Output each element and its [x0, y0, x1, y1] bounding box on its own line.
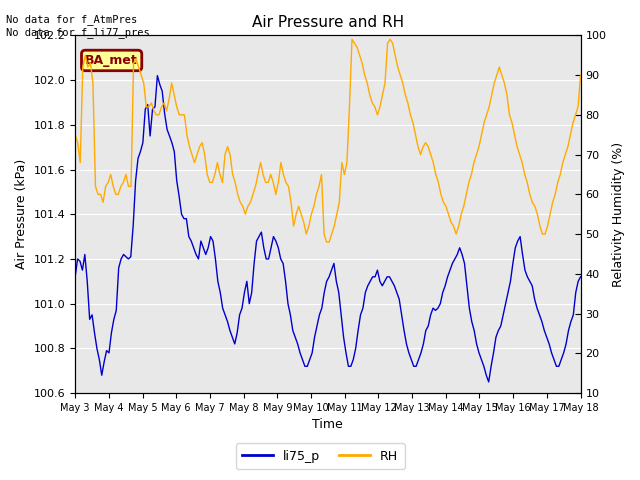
- RH: [206, 180, 214, 185]
- X-axis label: Time: Time: [312, 419, 343, 432]
- RH: [323, 239, 330, 245]
- RH: [348, 36, 356, 42]
- li75_p: [76, 258, 84, 264]
- RH: [556, 171, 564, 177]
- Legend: li75_p, RH: li75_p, RH: [236, 444, 404, 469]
- li75_p: [529, 283, 536, 288]
- RH: [165, 96, 173, 102]
- li75_p: [154, 72, 161, 78]
- Y-axis label: Air Pressure (kPa): Air Pressure (kPa): [15, 159, 28, 269]
- Y-axis label: Relativity Humidity (%): Relativity Humidity (%): [612, 142, 625, 287]
- li75_p: [499, 312, 507, 318]
- li75_p: [313, 323, 321, 329]
- Text: No data for f_AtmPres
No data for f_li77_pres: No data for f_AtmPres No data for f_li77…: [6, 14, 150, 38]
- Title: Air Pressure and RH: Air Pressure and RH: [252, 15, 404, 30]
- Line: li75_p: li75_p: [75, 75, 580, 382]
- RH: [71, 132, 79, 138]
- li75_p: [485, 379, 493, 385]
- li75_p: [71, 274, 79, 280]
- Line: RH: RH: [75, 39, 580, 242]
- RH: [577, 72, 584, 78]
- RH: [102, 183, 109, 189]
- Text: BA_met: BA_met: [85, 54, 138, 67]
- RH: [92, 183, 99, 189]
- li75_p: [325, 274, 333, 280]
- li75_p: [180, 216, 188, 222]
- RH: [539, 231, 547, 237]
- li75_p: [577, 274, 584, 280]
